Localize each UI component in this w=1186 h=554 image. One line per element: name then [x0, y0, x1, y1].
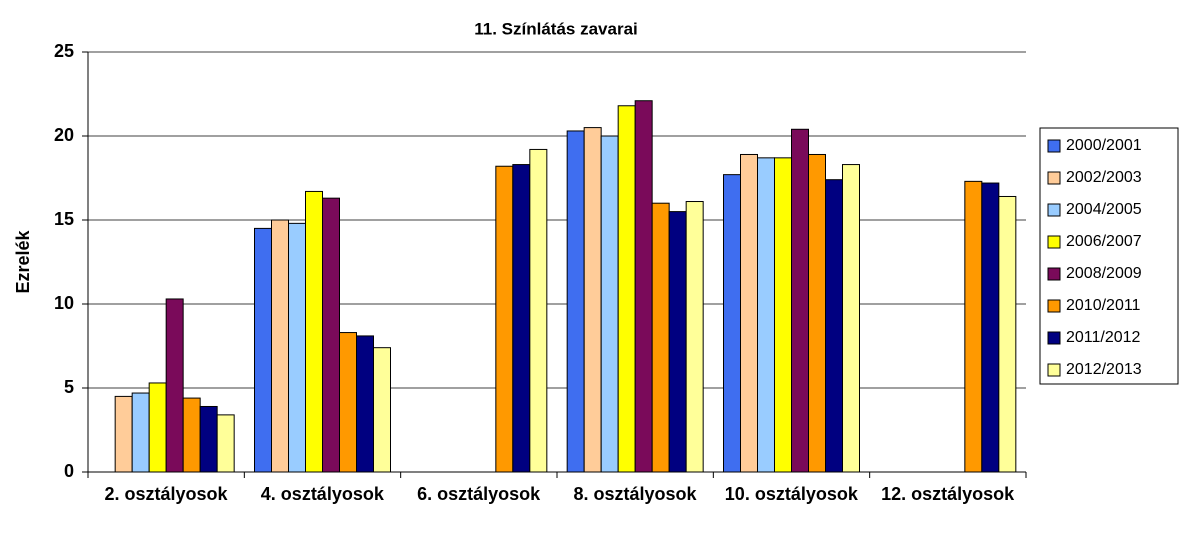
- bar: [651, 202, 670, 473]
- legend-swatch: [1047, 203, 1061, 217]
- bar: [617, 105, 636, 473]
- legend-swatch: [1047, 235, 1061, 249]
- bar: [757, 157, 775, 473]
- legend-label: 2004/2005: [1066, 201, 1142, 218]
- bar: [288, 222, 306, 473]
- bar: [529, 148, 548, 473]
- bar: [685, 201, 704, 473]
- x-tick-label: 8. osztályosok: [573, 484, 697, 504]
- legend-label: 2010/2011: [1066, 297, 1141, 314]
- bar: [791, 128, 809, 473]
- legend-label: 2006/2007: [1066, 233, 1142, 250]
- y-tick-label: 0: [64, 461, 74, 481]
- y-axis-label: Ezrelék: [13, 229, 33, 293]
- legend-label: 2002/2003: [1066, 169, 1142, 186]
- bar: [842, 164, 860, 473]
- bar: [600, 135, 619, 473]
- bar: [495, 165, 514, 473]
- bar: [339, 332, 357, 473]
- legend-label: 2008/2009: [1066, 265, 1142, 282]
- bar: [668, 211, 687, 473]
- bar: [165, 298, 184, 473]
- legend-swatch: [1047, 363, 1061, 377]
- legend-swatch: [1047, 267, 1061, 281]
- legend-label: 2012/2013: [1066, 361, 1142, 378]
- bar: [808, 153, 826, 473]
- bar: [131, 392, 150, 473]
- x-tick-label: 10. osztályosok: [724, 484, 858, 504]
- bar: [271, 219, 289, 473]
- bar: [981, 182, 1000, 473]
- bar: [774, 157, 792, 473]
- legend-label: 2011/2012: [1066, 329, 1141, 346]
- bar: [583, 127, 602, 473]
- bar: [216, 414, 235, 473]
- bar: [322, 197, 340, 473]
- y-tick-label: 25: [54, 41, 74, 61]
- legend-label: 2000/2001: [1066, 137, 1142, 154]
- bar: [356, 335, 374, 473]
- x-tick-label: 6. osztályosok: [417, 484, 541, 504]
- y-tick-label: 5: [64, 377, 74, 397]
- bar: [148, 382, 167, 473]
- bar: [825, 179, 843, 473]
- x-tick-label: 2. osztályosok: [104, 484, 228, 504]
- bar: [964, 180, 983, 473]
- bar: [373, 347, 391, 473]
- bar: [566, 130, 585, 473]
- bar: [114, 395, 133, 473]
- chart-title: 11. Színlátás zavarai: [474, 19, 638, 38]
- legend-swatch: [1047, 299, 1061, 313]
- legend-swatch: [1047, 331, 1061, 345]
- x-tick-label: 4. osztályosok: [260, 484, 384, 504]
- bar: [305, 190, 323, 473]
- bar: [634, 100, 653, 473]
- legend-swatch: [1047, 171, 1061, 185]
- bar: [199, 405, 218, 473]
- bar: [512, 164, 531, 473]
- bar: [182, 397, 201, 473]
- y-tick-label: 10: [54, 293, 74, 313]
- bar: [254, 227, 272, 473]
- x-tick-label: 12. osztályosok: [881, 484, 1015, 504]
- y-tick-label: 15: [54, 209, 74, 229]
- legend-box: [1039, 127, 1179, 385]
- bar: [723, 174, 741, 473]
- y-tick-label: 20: [54, 125, 74, 145]
- bar: [740, 153, 758, 473]
- legend-swatch: [1047, 139, 1061, 153]
- bar: [998, 195, 1017, 473]
